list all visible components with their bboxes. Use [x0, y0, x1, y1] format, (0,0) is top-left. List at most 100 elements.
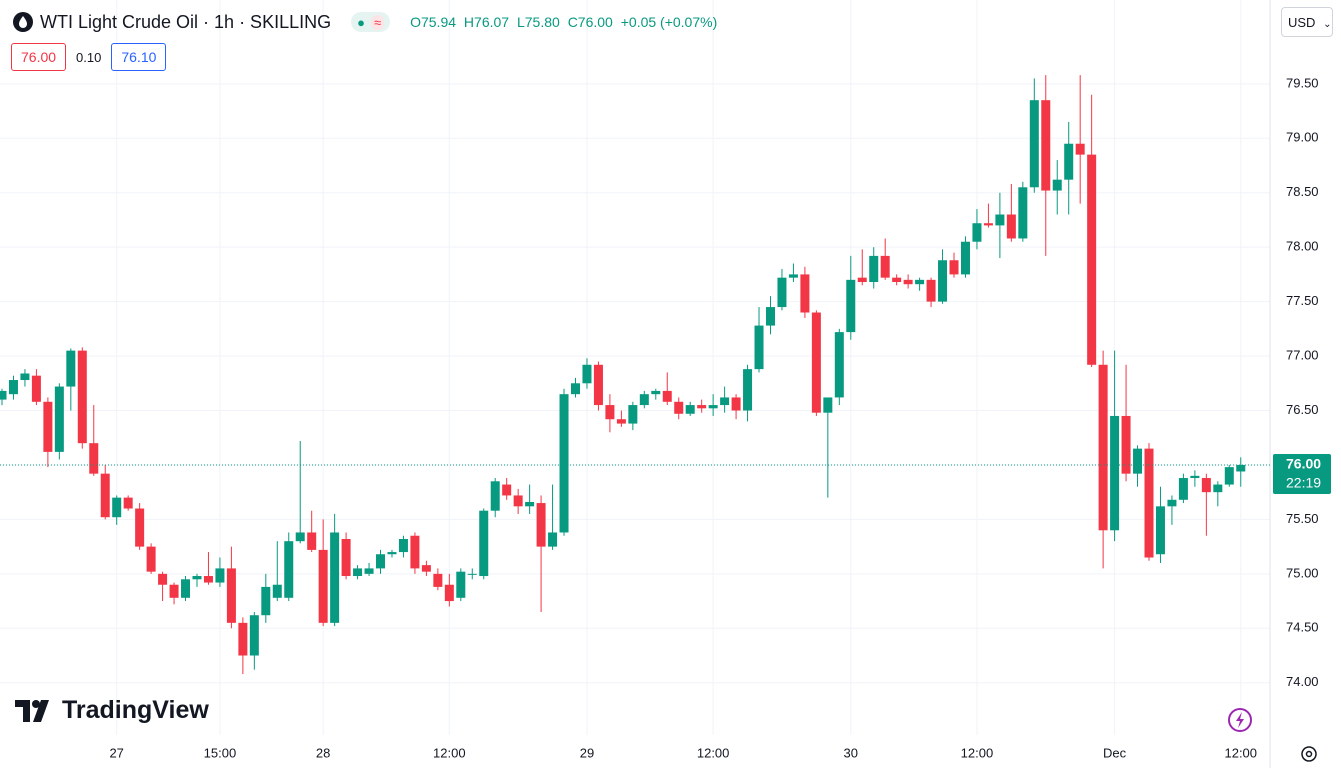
candle: [1167, 495, 1177, 525]
candle: [754, 307, 764, 373]
candle-body: [616, 419, 626, 424]
candle-body: [662, 390, 672, 402]
candle: [410, 532, 420, 574]
candle: [892, 274, 902, 286]
x-tick-label: 29: [580, 745, 594, 760]
candle: [0, 388, 7, 406]
candle: [100, 464, 110, 520]
market-status[interactable]: ● ≈: [351, 12, 391, 32]
candle: [8, 375, 18, 400]
candle-body: [525, 501, 535, 507]
candle: [1190, 470, 1200, 487]
candle: [1224, 464, 1234, 487]
buy-button[interactable]: 76.10: [111, 43, 167, 71]
candle-body: [1029, 100, 1039, 188]
candle-body: [1041, 100, 1051, 191]
candle-body: [903, 279, 913, 285]
candle: [834, 328, 844, 406]
candle: [135, 503, 145, 550]
candle: [674, 397, 684, 420]
candle-body: [651, 390, 661, 395]
candle: [272, 541, 282, 602]
candle: [995, 192, 1005, 259]
candle-body: [674, 401, 684, 414]
settings-icon[interactable]: [1301, 746, 1317, 762]
candle-body: [158, 573, 168, 585]
candle-body: [89, 443, 99, 474]
header: WTI Light Crude Oil · 1h · SKILLING ● ≈ O…: [12, 10, 721, 34]
candle: [983, 203, 993, 228]
candle: [857, 249, 867, 286]
candle: [341, 532, 351, 580]
candle: [353, 565, 363, 580]
ohlc-high: H76.07: [463, 14, 510, 30]
candle: [66, 348, 76, 411]
candle: [77, 347, 87, 449]
logo[interactable]: TradingView: [15, 696, 209, 725]
candle: [628, 401, 638, 431]
candle: [112, 495, 122, 525]
candle: [169, 582, 179, 605]
candle: [387, 549, 397, 558]
alert-icon[interactable]: [1228, 708, 1252, 732]
y-tick-label: 74.00: [1286, 674, 1319, 689]
y-tick-label: 77.50: [1286, 293, 1319, 308]
candle: [238, 617, 248, 675]
candle: [330, 513, 340, 627]
candle: [284, 532, 294, 602]
y-tick-label: 74.50: [1286, 620, 1319, 635]
candle: [582, 358, 592, 389]
candle: [467, 568, 477, 580]
symbol-icon: [13, 12, 33, 32]
symbol-title[interactable]: WTI Light Crude Oil · 1h · SKILLING: [40, 11, 332, 32]
candle: [513, 488, 523, 514]
candle: [559, 388, 569, 536]
candle: [880, 238, 890, 280]
candle-body: [1064, 143, 1074, 180]
candle-body: [444, 584, 454, 602]
candle: [972, 209, 982, 250]
candle-body: [777, 277, 787, 308]
candle: [318, 519, 328, 627]
candle: [1213, 481, 1223, 507]
candle: [823, 397, 833, 498]
candle-body: [1213, 484, 1223, 493]
bid-ask: 76.00 0.10 76.10: [11, 43, 167, 71]
candle: [662, 372, 672, 406]
candle: [226, 546, 236, 629]
candle-body: [43, 401, 53, 452]
candle: [444, 573, 454, 607]
x-tick-label: 12:00: [1224, 745, 1257, 760]
candle: [146, 543, 156, 574]
candle-body: [146, 546, 156, 572]
candle-body: [639, 394, 649, 406]
sell-button[interactable]: 76.00: [11, 43, 67, 71]
x-tick-label: Dec: [1103, 745, 1127, 760]
candle-body: [100, 473, 110, 518]
candle-body: [364, 568, 374, 574]
candle-body: [284, 541, 294, 598]
candle: [938, 249, 948, 304]
candle-body: [708, 405, 718, 409]
candle-body: [800, 274, 810, 313]
candle-body: [743, 369, 753, 411]
candle: [548, 484, 558, 550]
currency-select[interactable]: USD ⌄: [1281, 7, 1333, 37]
candle-body: [788, 274, 798, 278]
candle-body: [1155, 506, 1165, 555]
candle: [708, 394, 718, 416]
candle: [215, 557, 225, 587]
candle: [456, 568, 466, 602]
candle: [903, 274, 913, 289]
candle-body: [995, 214, 1005, 226]
candle-body: [341, 539, 351, 577]
candle-body: [261, 586, 271, 616]
candle: [307, 510, 317, 553]
candle: [1052, 160, 1062, 215]
candle: [765, 296, 775, 335]
candle-body: [502, 484, 512, 496]
candle-body: [376, 554, 386, 569]
candle: [1110, 350, 1120, 542]
candle: [1155, 486, 1165, 563]
x-tick-label: 12:00: [433, 745, 466, 760]
